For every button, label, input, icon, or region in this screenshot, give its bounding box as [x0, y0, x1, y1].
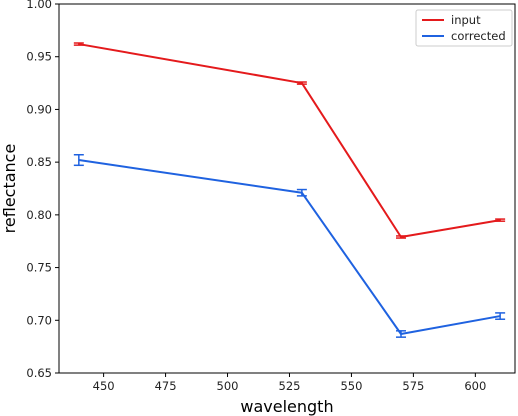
y-tick-label: 0.70 [26, 313, 52, 327]
y-tick-label: 0.90 [26, 102, 52, 116]
x-axis-label: wavelength [240, 397, 333, 416]
series-line-corrected [78, 159, 501, 335]
legend-entry-input: input [451, 13, 481, 27]
legend: input corrected [415, 9, 513, 47]
x-tick-label: 550 [340, 379, 362, 393]
y-tick-label: 0.75 [26, 261, 52, 275]
x-tick-label: 575 [402, 379, 424, 393]
plot-frame [58, 3, 516, 374]
y-tick-label: 0.65 [26, 366, 52, 380]
x-tick-label: 600 [464, 379, 486, 393]
x-tick-label: 450 [93, 379, 115, 393]
y-tick-label: 0.80 [26, 208, 52, 222]
y-tick-label: 0.85 [26, 155, 52, 169]
legend-entry-corrected: corrected [451, 29, 506, 43]
series-line-input [78, 43, 501, 238]
x-tick-label: 475 [155, 379, 177, 393]
x-tick-label: 500 [217, 379, 239, 393]
series-layer [73, 42, 506, 338]
y-tick-label: 1.00 [26, 0, 52, 11]
x-tick-label: 525 [279, 379, 301, 393]
axes-layer: 450 475 500 525 550 575 600 0.65 0.70 0.75 0.80 0.8… [26, 0, 516, 393]
y-axis-label: reflectance [0, 144, 19, 234]
y-tick-label: 0.95 [26, 50, 52, 64]
